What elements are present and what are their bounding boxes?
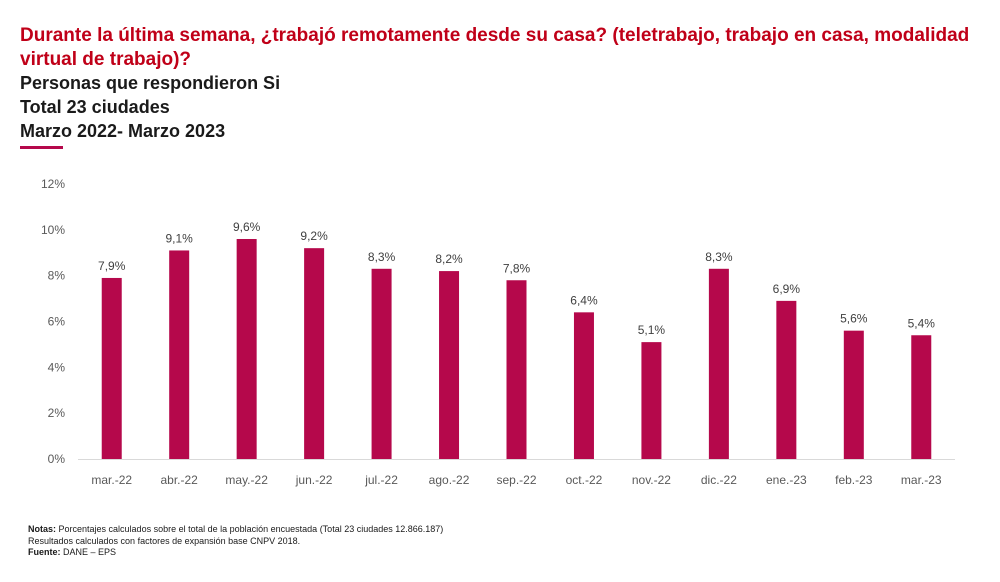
y-tick-label: 0%	[48, 452, 66, 466]
x-tick-label: oct.-22	[566, 473, 603, 487]
x-tick-label: ene.-23	[766, 473, 807, 487]
x-tick-label: sep.-22	[496, 473, 536, 487]
subtitle-period: Marzo 2022- Marzo 2023	[20, 121, 226, 141]
y-tick-label: 6%	[48, 315, 66, 329]
bar	[304, 248, 325, 459]
data-label: 8,3%	[368, 250, 396, 264]
x-tick-label: jul.-22	[364, 473, 398, 487]
x-tick-label: mar.-23	[901, 473, 942, 487]
fuente-text: DANE – EPS	[60, 547, 117, 557]
y-tick-label: 2%	[48, 406, 66, 420]
bar	[101, 277, 122, 459]
data-label: 5,6%	[840, 312, 868, 326]
bar	[911, 335, 932, 459]
bar	[708, 268, 729, 459]
x-tick-label: may.-22	[225, 473, 268, 487]
footnotes: Notas: Porcentajes calculados sobre el t…	[28, 524, 443, 559]
x-tick-label: jun.-22	[295, 473, 333, 487]
data-label: 8,2%	[435, 252, 463, 266]
bar	[641, 342, 662, 459]
notes-line-2: Resultados calculados con factores de ex…	[28, 535, 301, 546]
data-label: 5,1%	[638, 323, 666, 337]
x-tick-label: feb.-23	[835, 473, 873, 487]
bar	[371, 268, 392, 459]
y-tick-label: 4%	[48, 360, 66, 374]
data-label: 9,1%	[166, 231, 194, 245]
bar	[439, 271, 460, 459]
x-tick-label: ago.-22	[429, 473, 470, 487]
notas-text: Porcentajes calculados sobre el total de…	[56, 524, 444, 534]
data-label: 9,6%	[233, 220, 261, 234]
y-tick-label: 8%	[48, 269, 66, 283]
data-label: 9,2%	[300, 229, 328, 243]
fuente-label: Fuente:	[28, 547, 61, 557]
accent-divider	[20, 146, 63, 149]
bar	[843, 330, 864, 459]
data-label: 6,4%	[570, 293, 598, 307]
bar	[236, 239, 257, 459]
bar	[506, 280, 527, 459]
x-tick-label: abr.-22	[161, 473, 199, 487]
bar	[573, 312, 594, 459]
data-label: 6,9%	[773, 282, 801, 296]
bar-chart: 0% 2% 4% 6% 8% 10% 12% 7,9% mar.-22 9,1% abr.-22 9,…	[41, 177, 955, 487]
notas-label: Notas:	[28, 524, 57, 534]
y-tick-label: 12%	[41, 177, 65, 191]
bar	[776, 300, 797, 459]
x-tick-label: mar.-22	[91, 473, 132, 487]
data-label: 8,3%	[705, 250, 733, 264]
data-label: 7,9%	[98, 259, 126, 273]
subtitle-scope: Total 23 ciudades	[20, 97, 170, 117]
bar	[169, 250, 190, 459]
data-label: 5,4%	[908, 316, 936, 330]
x-tick-label: nov.-22	[632, 473, 671, 487]
chart-question-title: Durante la última semana, ¿trabajó remot…	[20, 25, 970, 70]
data-label: 7,8%	[503, 261, 531, 275]
subtitle-population: Personas que respondieron Si	[20, 73, 281, 93]
x-tick-label: dic.-22	[701, 473, 737, 487]
y-tick-label: 10%	[41, 223, 65, 237]
